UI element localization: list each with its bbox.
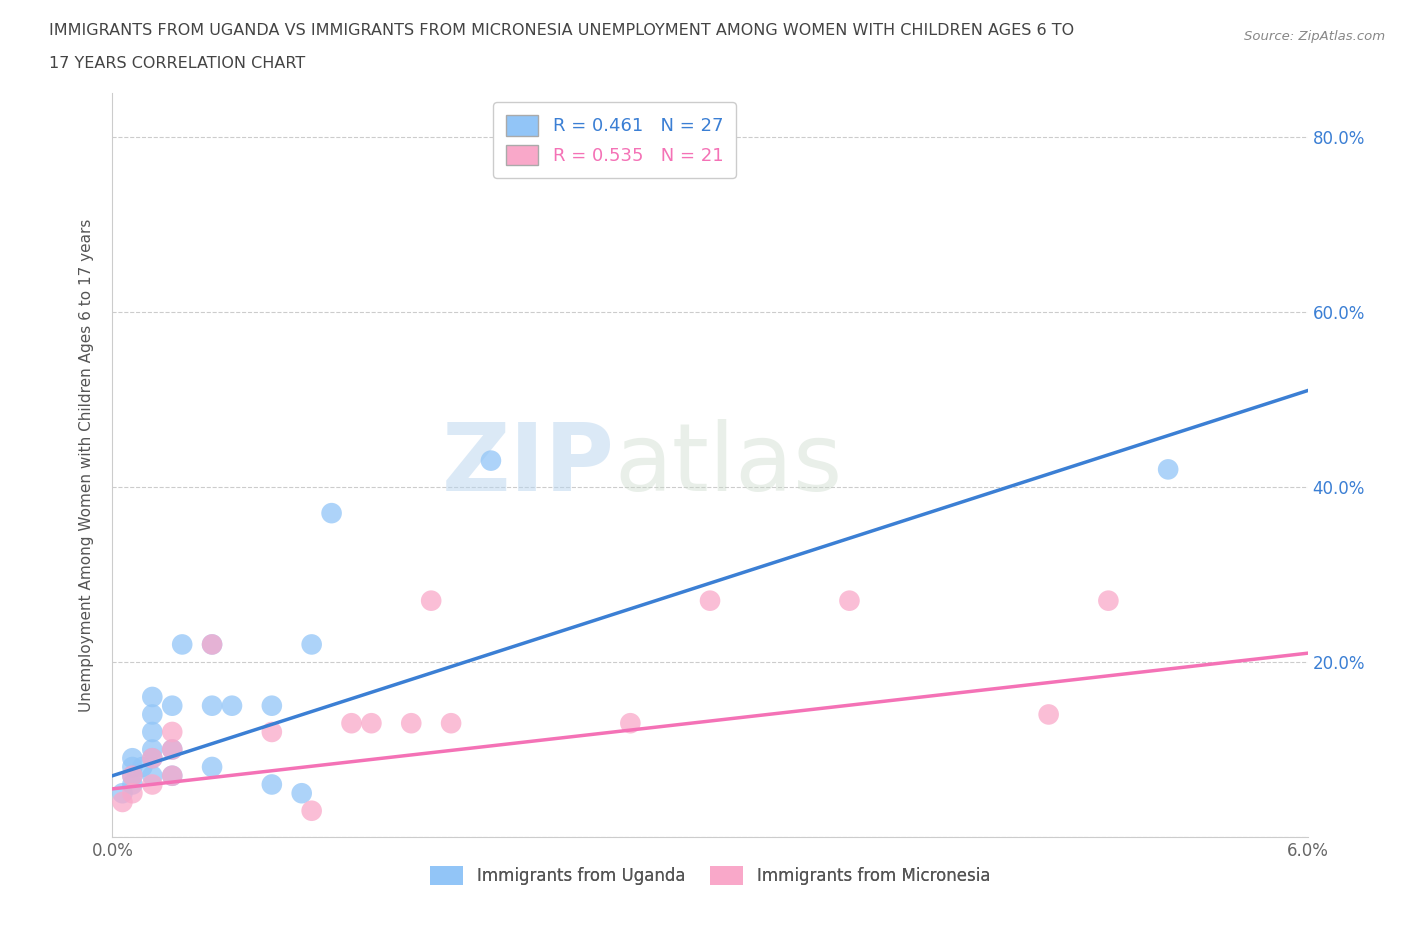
Point [260, 777, 283, 792]
Point [141, 742, 163, 757]
Text: IMMIGRANTS FROM UGANDA VS IMMIGRANTS FROM MICRONESIA UNEMPLOYMENT AMONG WOMEN WI: IMMIGRANTS FROM UGANDA VS IMMIGRANTS FRO… [49, 23, 1074, 38]
Point [1157, 462, 1180, 477]
Point [141, 707, 163, 722]
Point [141, 724, 163, 739]
Point [141, 751, 163, 765]
Point [699, 593, 721, 608]
Point [440, 716, 463, 731]
Point [121, 786, 143, 801]
Point [121, 751, 143, 765]
Text: atlas: atlas [614, 419, 842, 511]
Point [141, 689, 163, 704]
Text: 17 YEARS CORRELATION CHART: 17 YEARS CORRELATION CHART [49, 56, 305, 71]
Point [479, 453, 502, 468]
Point [301, 637, 323, 652]
Point [619, 716, 641, 731]
Point [321, 506, 343, 521]
Point [838, 593, 860, 608]
Text: ZIP: ZIP [441, 419, 614, 511]
Point [260, 724, 283, 739]
Point [121, 768, 143, 783]
Point [1097, 593, 1119, 608]
Point [141, 768, 163, 783]
Point [221, 698, 243, 713]
Point [401, 716, 423, 731]
Point [201, 637, 224, 652]
Point [172, 637, 194, 652]
Point [121, 760, 143, 775]
Point [201, 637, 224, 652]
Point [162, 768, 183, 783]
Point [201, 698, 224, 713]
Point [162, 698, 183, 713]
Point [111, 786, 134, 801]
Point [141, 777, 163, 792]
Point [360, 716, 382, 731]
Point [111, 794, 134, 809]
Point [121, 768, 143, 783]
Legend: Immigrants from Uganda, Immigrants from Micronesia: Immigrants from Uganda, Immigrants from … [423, 859, 997, 892]
Point [121, 777, 143, 792]
Point [201, 760, 224, 775]
Point [162, 724, 183, 739]
Point [1038, 707, 1060, 722]
Point [141, 751, 163, 765]
Point [162, 742, 183, 757]
Y-axis label: Unemployment Among Women with Children Ages 6 to 17 years: Unemployment Among Women with Children A… [79, 219, 94, 711]
Point [291, 786, 314, 801]
Point [162, 768, 183, 783]
Point [162, 742, 183, 757]
Point [340, 716, 363, 731]
Point [260, 698, 283, 713]
Point [420, 593, 443, 608]
Point [131, 760, 153, 775]
Point [301, 804, 323, 818]
Text: Source: ZipAtlas.com: Source: ZipAtlas.com [1244, 30, 1385, 43]
